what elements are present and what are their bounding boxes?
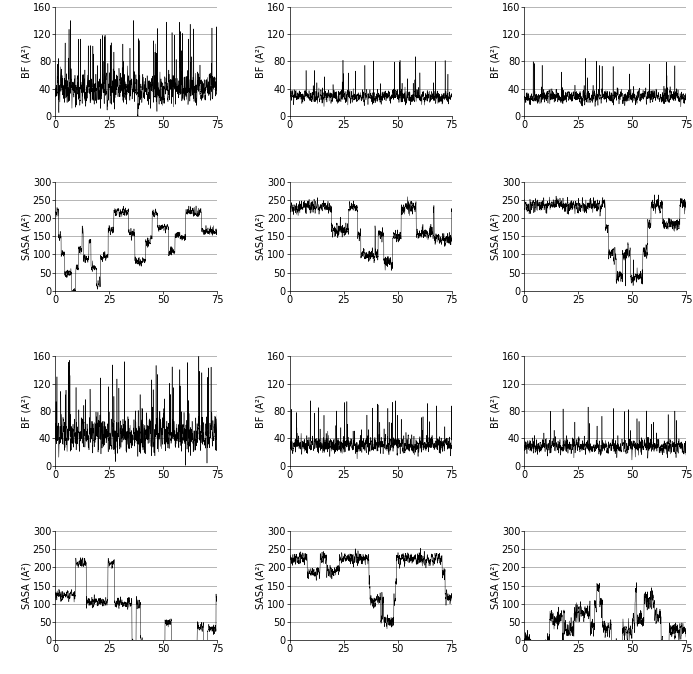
Y-axis label: BF (A²): BF (A²) [21,394,31,428]
Y-axis label: BF (A²): BF (A²) [491,394,500,428]
Y-axis label: BF (A²): BF (A²) [256,44,266,78]
Y-axis label: SASA (A²): SASA (A²) [490,562,500,609]
Y-axis label: SASA (A²): SASA (A²) [490,212,500,259]
Y-axis label: SASA (A²): SASA (A²) [256,212,265,259]
Y-axis label: BF (A²): BF (A²) [256,394,266,428]
Y-axis label: SASA (A²): SASA (A²) [21,212,31,259]
Y-axis label: BF (A²): BF (A²) [491,44,500,78]
Y-axis label: SASA (A²): SASA (A²) [21,562,31,609]
Y-axis label: SASA (A²): SASA (A²) [256,562,265,609]
Y-axis label: BF (A²): BF (A²) [21,44,31,78]
